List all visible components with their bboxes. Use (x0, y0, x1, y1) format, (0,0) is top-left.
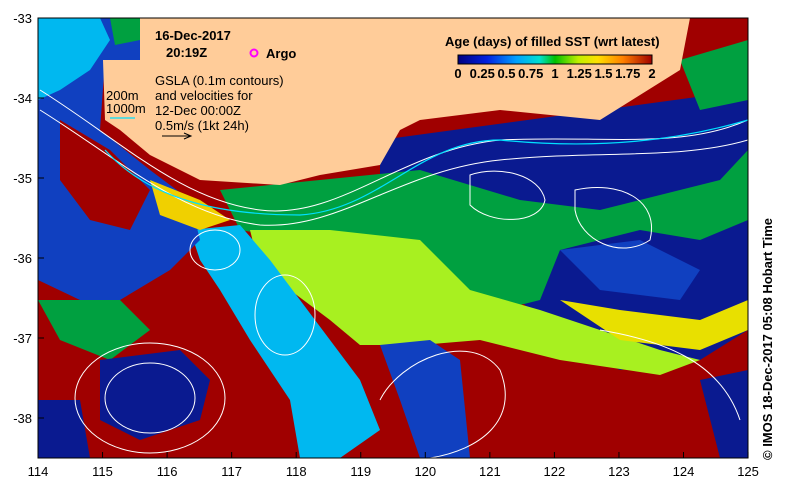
colorbar-tick-label: 0 (454, 66, 461, 81)
velocity-scale-arrow (162, 132, 193, 140)
y-tick-label: -36 (13, 251, 32, 266)
x-tick-label: 125 (737, 464, 759, 479)
x-tick-label: 117 (221, 464, 242, 479)
x-tick-label: 122 (544, 464, 566, 479)
colorbar-tick-label: 1 (551, 66, 558, 81)
colorbar-tick-label: 0.75 (518, 66, 543, 81)
x-tick-label: 124 (673, 464, 695, 479)
colorbar-tick-label: 2 (648, 66, 655, 81)
gsla-line: and velocities for (155, 88, 253, 103)
colorbar-title: Age (days) of filled SST (wrt latest) (445, 34, 660, 49)
x-tick-label: 121 (479, 464, 501, 479)
colorbar-tick-label: 0.25 (470, 66, 495, 81)
x-axis: 114 115 116 117 118 119 120 121 122 123 124 125 (28, 452, 759, 479)
x-tick-label: 114 (28, 464, 49, 479)
gsla-line: GSLA (0.1m contours) (155, 73, 284, 88)
y-tick-label: -34 (13, 91, 32, 106)
colorbar (457, 54, 653, 65)
plot-frame (37, 17, 749, 459)
gsla-contours (39, 89, 748, 458)
argo-label: Argo (266, 46, 296, 61)
gsla-line: 12-Dec 00:00Z (155, 103, 241, 118)
gsla-line: 0.5m/s (1kt 24h) (155, 118, 249, 133)
y-tick-label: -35 (13, 171, 32, 186)
isobaths (104, 117, 749, 216)
x-tick-label: 118 (286, 464, 307, 479)
colorbar-tick-label: 0.5 (497, 66, 515, 81)
y-axis: -33 -34 -35 -36 -37 -38 (13, 11, 44, 426)
depth-label-200m: 200m (106, 88, 139, 103)
y-tick-label: -37 (13, 331, 32, 346)
x-tick-label: 116 (157, 464, 178, 479)
x-tick-label: 120 (414, 464, 436, 479)
colorbar-tick-label: 1.75 (615, 66, 640, 81)
y-tick-label: -33 (13, 11, 32, 26)
argo-float-icon (249, 48, 259, 58)
colorbar-tick-label: 1.5 (594, 66, 612, 81)
y-tick-label: -38 (13, 411, 32, 426)
colorbar-ticks: 0 0.25 0.5 0.75 1 1.25 1.5 1.75 2 (454, 66, 655, 81)
depth-label-1000m: 1000m (106, 101, 146, 116)
x-tick-label: 115 (92, 464, 113, 479)
x-tick-label: 119 (350, 464, 371, 479)
credit-label: © IMOS 18-Dec-2017 05:08 Hobart Time (760, 218, 775, 460)
date-label: 16-Dec-2017 (155, 28, 231, 43)
x-tick-label: 123 (608, 464, 630, 479)
colorbar-tick-label: 1.25 (567, 66, 592, 81)
time-label: 20:19Z (166, 45, 207, 60)
